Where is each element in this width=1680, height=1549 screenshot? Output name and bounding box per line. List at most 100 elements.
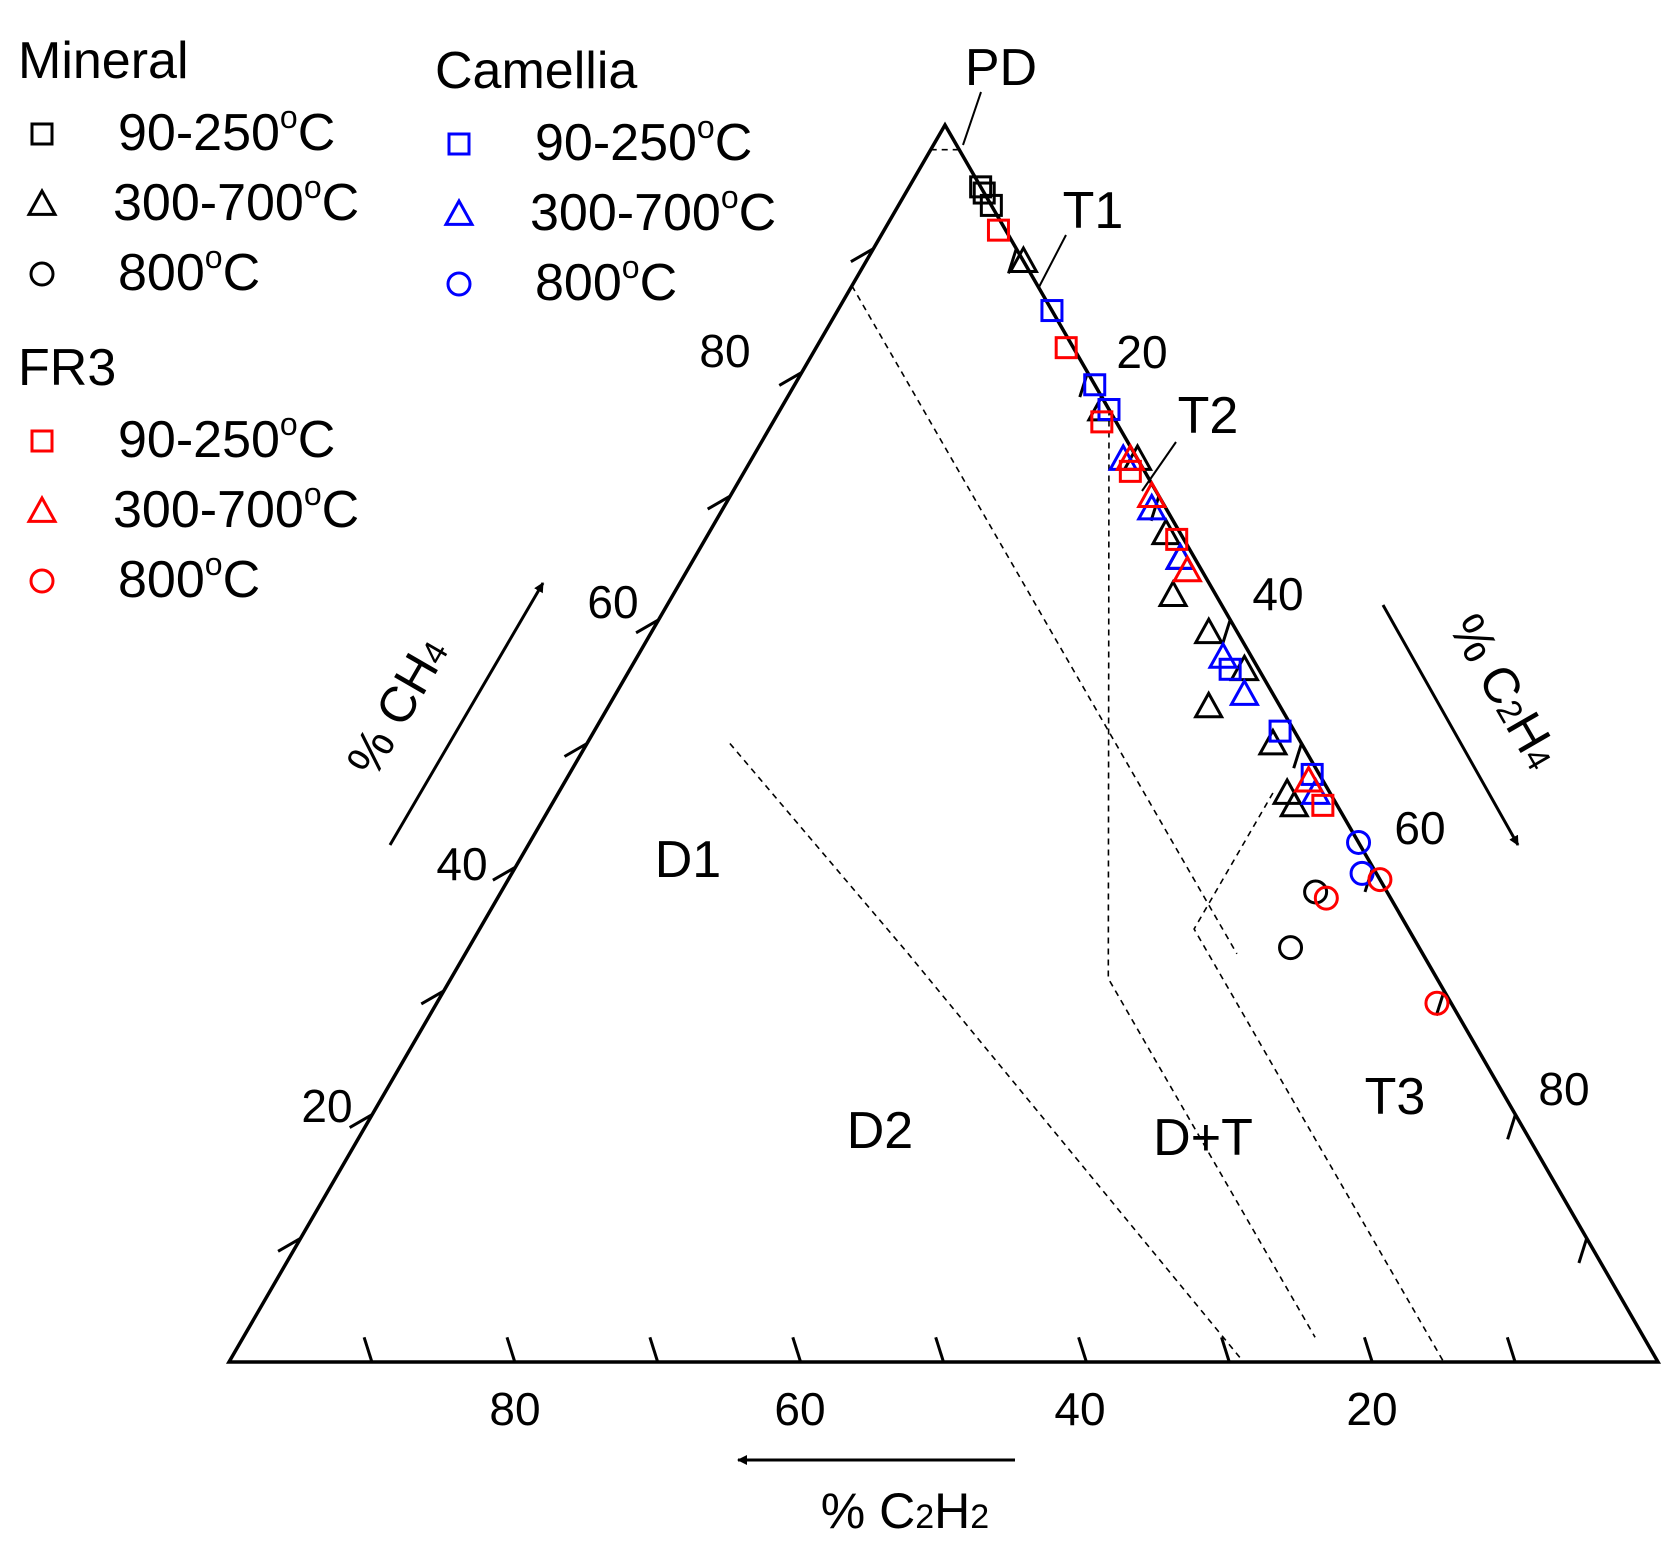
point-s3-0 bbox=[1040, 299, 1064, 323]
ch4-tick-80 bbox=[778, 371, 803, 387]
point-s5-0 bbox=[1346, 829, 1372, 855]
legend-marker-2-0 bbox=[30, 429, 54, 453]
legend-label-0-2: 800oC bbox=[118, 239, 260, 302]
c2h4-tick-label-40: 40 bbox=[1252, 568, 1303, 620]
zone-label-t1: T1 bbox=[1063, 182, 1124, 240]
point-s4-4 bbox=[1228, 677, 1260, 706]
legend-label-2-2: 800oC bbox=[118, 546, 260, 609]
legend-marker-2-2 bbox=[29, 568, 55, 594]
tick-marks bbox=[277, 247, 1589, 1363]
legend: Mineral 90-250oC 300-700oC 800oC Camellia 90-… bbox=[18, 32, 776, 609]
c2h4-tick-90 bbox=[1577, 1237, 1589, 1264]
point-s8-2 bbox=[1424, 990, 1450, 1016]
point-s7-2 bbox=[1171, 554, 1203, 583]
point-s0-1 bbox=[972, 181, 996, 205]
ch4-tick-20 bbox=[348, 1113, 373, 1129]
legend-marker-2-1 bbox=[26, 494, 58, 523]
ch4-tick-label-60: 60 bbox=[587, 576, 638, 628]
c2h2-tick-80 bbox=[505, 1336, 517, 1363]
point-s1-6 bbox=[1193, 616, 1225, 645]
point-s5-1 bbox=[1349, 860, 1375, 886]
c2h4-tick-50 bbox=[1292, 743, 1303, 769]
ch4-axis-arrow bbox=[388, 582, 545, 846]
point-s8-0 bbox=[1367, 867, 1393, 893]
zone-label-d2: D2 bbox=[847, 1102, 913, 1160]
legend-title-1: Camellia bbox=[435, 42, 637, 100]
zone-label-t2: T2 bbox=[1178, 387, 1239, 445]
point-s2-1 bbox=[1278, 935, 1304, 961]
c2h4-tick-10 bbox=[1007, 248, 1018, 274]
ch4-tick-label-40: 40 bbox=[436, 838, 487, 890]
ch4-tick-60 bbox=[635, 618, 660, 635]
ch4-tick-90 bbox=[850, 247, 875, 263]
ch4-tick-50 bbox=[563, 742, 588, 758]
point-s3-4 bbox=[1268, 719, 1292, 743]
point-s0-2 bbox=[979, 193, 1003, 217]
zone-boundary-4 bbox=[729, 742, 1245, 1363]
c2h2-tick-20 bbox=[1362, 1336, 1374, 1363]
point-s1-8 bbox=[1193, 690, 1225, 719]
c2h2-axis-title: % C2H2 bbox=[821, 1483, 989, 1539]
pd-leader-line bbox=[962, 91, 982, 146]
point-s7-3 bbox=[1293, 764, 1325, 793]
legend-label-2-0: 90-250oC bbox=[118, 406, 335, 469]
c2h2-tick-90 bbox=[362, 1336, 374, 1363]
c2h4-tick-label-80: 80 bbox=[1538, 1063, 1589, 1115]
legend-marker-0-0 bbox=[30, 122, 54, 146]
legend-label-2-1: 300-700oC bbox=[113, 476, 359, 539]
legend-marker-1-2 bbox=[446, 271, 472, 297]
legend-marker-0-2 bbox=[29, 261, 55, 287]
legend-label-0-1: 300-700oC bbox=[113, 169, 359, 232]
c2h4-tick-label-20: 20 bbox=[1116, 326, 1167, 378]
legend-title-0: Mineral bbox=[18, 32, 189, 90]
c2h2-tick-50 bbox=[934, 1336, 945, 1363]
c2h4-axis-title: % C2H4 bbox=[1438, 605, 1571, 779]
c2h2-tick-10 bbox=[1505, 1336, 1517, 1363]
point-s3-2 bbox=[1097, 398, 1121, 422]
ch4-tick-30 bbox=[420, 989, 445, 1006]
ch4-tick-10 bbox=[277, 1237, 302, 1253]
c2h4-tick-label-60: 60 bbox=[1394, 802, 1445, 854]
legend-label-1-2: 800oC bbox=[535, 249, 677, 312]
c2h4-tick-30 bbox=[1149, 495, 1161, 522]
point-s4-3 bbox=[1207, 640, 1239, 669]
c2h2-tick-70 bbox=[648, 1336, 660, 1363]
t1-leader-line bbox=[1038, 234, 1067, 288]
ch4-tick-label-20: 20 bbox=[301, 1080, 352, 1132]
c2h4-axis-arrow bbox=[1381, 604, 1520, 846]
zone-label-dt: D+T bbox=[1153, 1109, 1253, 1167]
point-s6-2 bbox=[1090, 410, 1114, 434]
point-s6-4 bbox=[1165, 527, 1189, 551]
legend-label-1-0: 90-250oC bbox=[535, 109, 752, 172]
point-s6-0 bbox=[986, 218, 1010, 242]
point-s6-1 bbox=[1054, 336, 1078, 360]
c2h2-tick-label-20: 20 bbox=[1346, 1383, 1397, 1435]
c2h2-tick-60 bbox=[791, 1336, 803, 1363]
zone-boundary-3 bbox=[1107, 409, 1316, 1338]
triangle-outline bbox=[225, 121, 1662, 1364]
zone-label-t3: T3 bbox=[1365, 1068, 1426, 1126]
point-s1-0 bbox=[1007, 244, 1039, 273]
point-s6-3 bbox=[1118, 459, 1142, 483]
point-s7-1 bbox=[1136, 480, 1168, 508]
ch4-tick-40 bbox=[492, 865, 517, 882]
zone-label-pd: PD bbox=[965, 39, 1037, 97]
ch4-tick-70 bbox=[706, 494, 731, 511]
legend-marker-1-0 bbox=[447, 132, 471, 156]
legend-marker-1-1 bbox=[443, 197, 475, 226]
zone-boundaries bbox=[729, 148, 1631, 1363]
zone-label-d1: D1 bbox=[655, 831, 721, 889]
point-s6-5 bbox=[1311, 793, 1335, 817]
point-s3-1 bbox=[1083, 373, 1107, 397]
legend-title-2: FR3 bbox=[18, 339, 116, 397]
point-s8-1 bbox=[1313, 885, 1339, 911]
zone-boundary-5 bbox=[1193, 792, 1445, 1363]
data-points bbox=[969, 175, 1450, 1016]
legend-label-1-1: 300-700oC bbox=[530, 179, 776, 242]
legend-marker-0-1 bbox=[26, 187, 58, 216]
t2-leader-line bbox=[1141, 441, 1177, 492]
c2h2-tick-label-40: 40 bbox=[1054, 1383, 1105, 1435]
point-s1-5 bbox=[1157, 578, 1189, 607]
point-s7-0 bbox=[1114, 442, 1146, 471]
